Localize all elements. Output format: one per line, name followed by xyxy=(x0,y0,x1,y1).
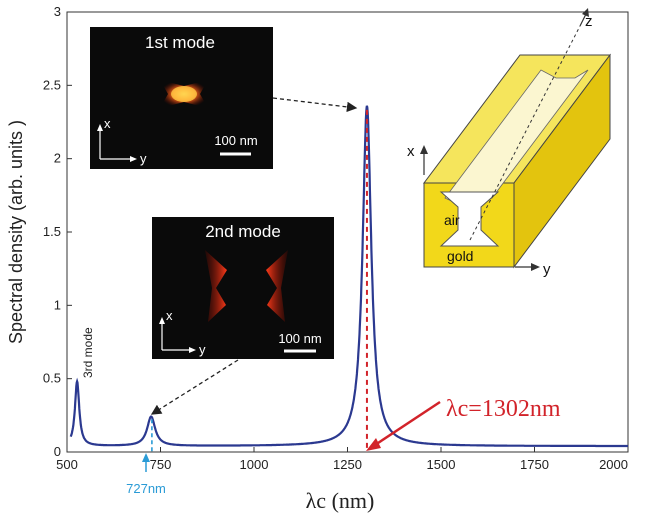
inset-mode1-title: 1st mode xyxy=(145,33,215,52)
x-tick-label: 1250 xyxy=(333,457,362,472)
diagram-air-label: air xyxy=(444,212,460,228)
inset-mode2-scale: 100 nm xyxy=(278,331,321,346)
x-tick-label: 750 xyxy=(150,457,172,472)
inset-mode2-axis-x: x xyxy=(166,308,173,323)
mode2-field-left xyxy=(205,250,227,322)
red-marker-label: λc=1302nm xyxy=(446,396,561,422)
y-tick-label: 1.5 xyxy=(43,224,61,239)
spectrum-line xyxy=(69,105,628,448)
arrow-mode2 xyxy=(150,359,239,415)
x-tick-label: 500 xyxy=(56,457,78,472)
y-axis-label: Spectral density (arb. units ) xyxy=(6,120,26,344)
x-tick-label: 1500 xyxy=(427,457,456,472)
x-tick-label: 1750 xyxy=(520,457,549,472)
y-tick-label: 0.5 xyxy=(43,371,61,386)
y-axis: 0 0.5 1 1.5 2 2.5 3 xyxy=(43,4,72,459)
inset-mode1: 1st mode x y 100 nm xyxy=(90,27,273,169)
diagram-axis-y: y xyxy=(543,261,551,278)
inset-mode2-title: 2nd mode xyxy=(205,222,281,241)
x-axis: 500 750 1000 1250 1500 1750 2000 xyxy=(56,447,629,472)
arrow-mode1 xyxy=(272,97,358,113)
x-axis-label: λc (nm) xyxy=(306,488,375,513)
inset-mode1-axis-y: y xyxy=(140,151,147,166)
red-arrow xyxy=(371,400,441,449)
x-tick-label: 2000 xyxy=(599,457,628,472)
inset-mode1-axis-x: x xyxy=(104,116,111,131)
inset-mode2: 2nd mode x y 100 nm xyxy=(152,217,334,359)
blue-marker-label: 727nm xyxy=(126,481,166,496)
diagram-gold-label: gold xyxy=(447,248,473,264)
red-arrow-head xyxy=(366,438,381,451)
inset-mode2-axis-y: y xyxy=(199,342,206,357)
diagram-axis-z: z xyxy=(585,13,593,30)
y-tick-label: 2.5 xyxy=(43,77,61,92)
y-tick-label: 0 xyxy=(54,444,61,459)
mode2-field-right xyxy=(266,250,288,322)
waveguide-diagram: z x y air gold xyxy=(407,8,611,278)
inset-mode1-scale: 100 nm xyxy=(214,133,257,148)
y-tick-label: 3 xyxy=(54,4,61,19)
third-mode-label: 3rd mode xyxy=(81,327,95,378)
y-tick-label: 2 xyxy=(54,151,61,166)
diagram-axis-x: x xyxy=(407,143,415,160)
blue-arrow-head xyxy=(142,453,150,462)
x-tick-label: 1000 xyxy=(240,457,269,472)
y-tick-label: 1 xyxy=(54,297,61,312)
